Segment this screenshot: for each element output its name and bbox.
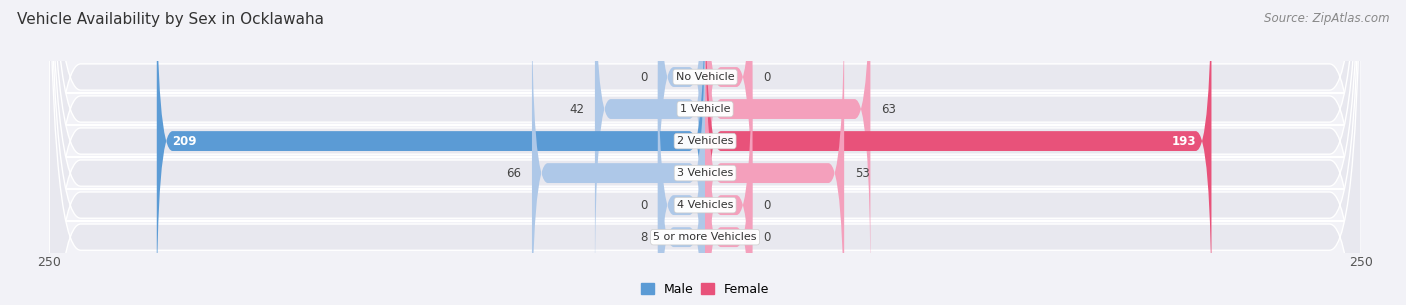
FancyBboxPatch shape (706, 0, 1212, 305)
Text: 53: 53 (855, 167, 869, 180)
FancyBboxPatch shape (658, 55, 706, 305)
Text: 193: 193 (1171, 135, 1195, 148)
Legend: Male, Female: Male, Female (637, 278, 773, 301)
Text: 63: 63 (882, 102, 896, 116)
Text: 3 Vehicles: 3 Vehicles (676, 168, 734, 178)
Text: 0: 0 (763, 70, 770, 84)
Text: 0: 0 (763, 199, 770, 212)
Text: No Vehicle: No Vehicle (676, 72, 734, 82)
FancyBboxPatch shape (49, 0, 1361, 305)
FancyBboxPatch shape (706, 55, 752, 305)
Text: 0: 0 (640, 199, 647, 212)
Text: 2 Vehicles: 2 Vehicles (676, 136, 734, 146)
Text: 42: 42 (569, 102, 585, 116)
Text: 8: 8 (640, 231, 647, 244)
FancyBboxPatch shape (706, 23, 752, 305)
Text: 4 Vehicles: 4 Vehicles (676, 200, 734, 210)
FancyBboxPatch shape (706, 0, 844, 305)
FancyBboxPatch shape (49, 0, 1361, 305)
Text: 1 Vehicle: 1 Vehicle (681, 104, 730, 114)
FancyBboxPatch shape (157, 0, 706, 305)
FancyBboxPatch shape (49, 0, 1361, 305)
FancyBboxPatch shape (706, 0, 870, 291)
FancyBboxPatch shape (706, 0, 752, 259)
Text: Vehicle Availability by Sex in Ocklawaha: Vehicle Availability by Sex in Ocklawaha (17, 12, 323, 27)
FancyBboxPatch shape (595, 0, 706, 291)
FancyBboxPatch shape (49, 0, 1361, 305)
Text: 66: 66 (506, 167, 522, 180)
Text: 0: 0 (763, 231, 770, 244)
Text: 5 or more Vehicles: 5 or more Vehicles (654, 232, 756, 242)
Text: 0: 0 (640, 70, 647, 84)
FancyBboxPatch shape (658, 23, 706, 305)
FancyBboxPatch shape (531, 0, 706, 305)
Text: Source: ZipAtlas.com: Source: ZipAtlas.com (1264, 12, 1389, 25)
FancyBboxPatch shape (49, 0, 1361, 305)
FancyBboxPatch shape (49, 0, 1361, 305)
FancyBboxPatch shape (658, 0, 706, 259)
Text: 209: 209 (173, 135, 197, 148)
